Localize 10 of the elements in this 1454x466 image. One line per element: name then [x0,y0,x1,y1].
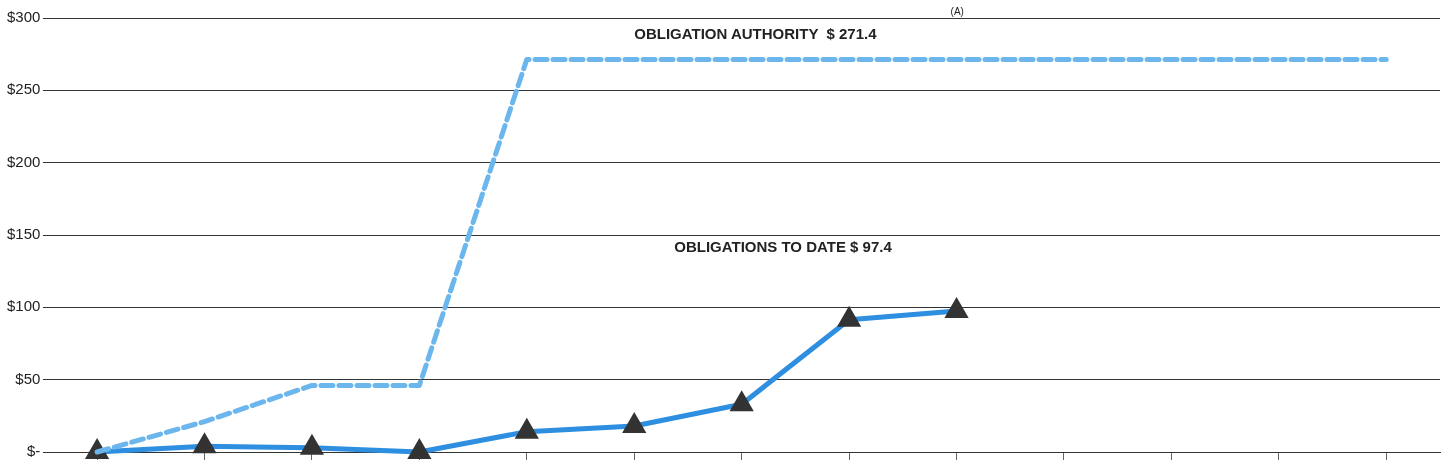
y-tick-label: $200 [6,152,41,170]
y-tick-label: $250 [6,80,41,98]
y-tick-label: $100 [6,297,41,315]
y-tick-label: $- [27,442,41,460]
y-tick-label: $50 [15,369,41,387]
annotation: OBLIGATIONS TO DATE $ 97.4 [674,238,893,256]
text: (A) [950,5,964,17]
y-tick-label: $150 [6,225,41,243]
annotation: OBLIGATION AUTHORITY $ 271.4 [634,25,878,43]
y-tick-label: $300 [6,8,41,26]
